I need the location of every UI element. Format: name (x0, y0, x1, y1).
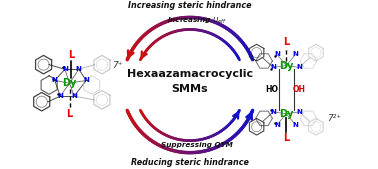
Text: OH: OH (293, 85, 306, 94)
Text: Hexaazamacrocyclic
SMMs: Hexaazamacrocyclic SMMs (127, 69, 253, 94)
Text: L: L (283, 37, 290, 46)
Text: N: N (52, 77, 57, 83)
Text: N: N (57, 93, 63, 99)
Text: N: N (83, 77, 89, 83)
Text: N: N (270, 109, 276, 115)
Text: 7⁺: 7⁺ (112, 61, 123, 70)
Text: L: L (67, 109, 73, 119)
Text: L: L (68, 50, 74, 60)
Text: Dy: Dy (62, 78, 77, 88)
Text: N: N (296, 109, 302, 115)
Text: 7²⁺: 7²⁺ (327, 114, 341, 123)
Text: N: N (274, 52, 280, 57)
Text: N: N (270, 64, 276, 70)
Text: Suppressing QTM: Suppressing QTM (161, 142, 233, 148)
Text: Increasing steric hindrance: Increasing steric hindrance (128, 1, 252, 10)
Text: N: N (274, 122, 280, 128)
Text: Dy: Dy (279, 61, 293, 71)
Text: N: N (71, 93, 77, 99)
Text: N: N (62, 66, 68, 72)
Text: Increasing $U_{eff}$: Increasing $U_{eff}$ (167, 16, 227, 26)
Text: HO: HO (265, 85, 278, 94)
Text: N: N (293, 52, 299, 57)
Text: Dy: Dy (279, 109, 293, 119)
Text: N: N (293, 122, 299, 128)
Text: N: N (76, 66, 82, 72)
Text: L: L (283, 133, 290, 143)
Text: Reducing steric hindrance: Reducing steric hindrance (131, 158, 249, 167)
Text: N: N (296, 64, 302, 70)
